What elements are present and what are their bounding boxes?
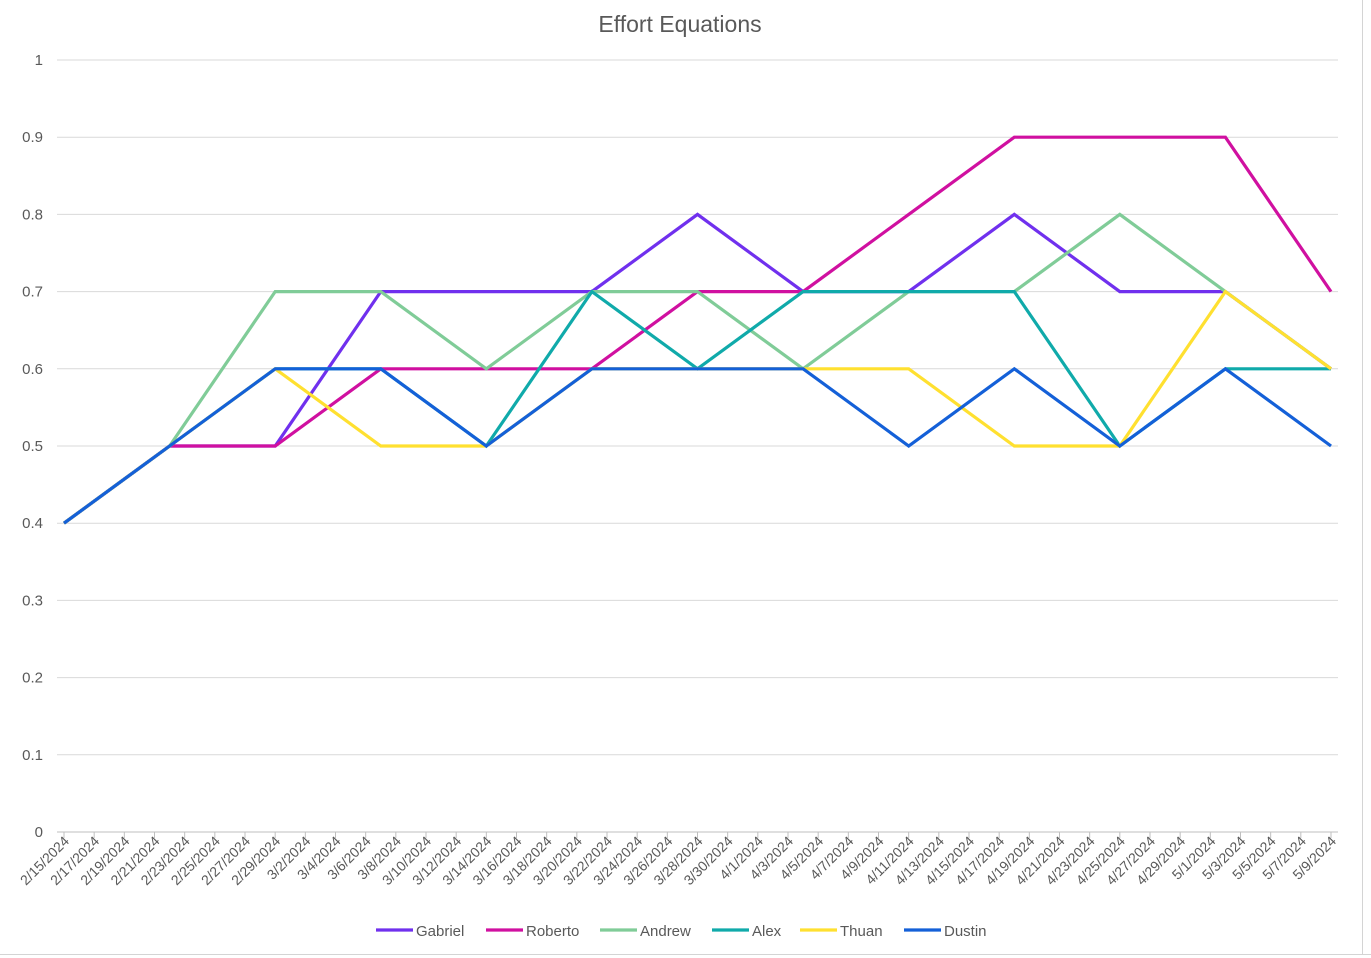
legend-label: Gabriel: [416, 923, 464, 940]
legend-label: Dustin: [944, 923, 987, 940]
y-tick-label: 0.3: [22, 592, 43, 609]
y-tick-label: 0.5: [22, 438, 43, 455]
legend-item-andrew: Andrew: [600, 923, 691, 940]
legend-label: Alex: [752, 923, 782, 940]
y-tick-label: 0.1: [22, 747, 43, 764]
y-axis: 0 0.1 0.2 0.3 0.4 0.5 0.6 0.7 0.8 0.9 1: [22, 52, 43, 841]
y-tick-label: 0.6: [22, 361, 43, 378]
sheet-bottom-edge: [0, 954, 1371, 958]
series-line-roberto: [63, 135, 1333, 525]
plot-area: [63, 135, 1333, 525]
y-tick-label: 0.8: [22, 206, 43, 223]
legend-item-dustin: Dustin: [904, 923, 987, 940]
series-line-dustin: [63, 366, 1332, 525]
y-tick-label: 0.9: [22, 129, 43, 146]
legend-label: Roberto: [526, 923, 579, 940]
y-tick-label: 0.7: [22, 284, 43, 301]
y-tick-label: 1: [35, 52, 43, 69]
legend-label: Thuan: [840, 923, 883, 940]
series-line-thuan: [63, 289, 1332, 525]
series-line-andrew: [63, 212, 1332, 525]
chart-title: Effort Equations: [598, 11, 761, 37]
legend-item-thuan: Thuan: [800, 923, 883, 940]
legend: Gabriel Roberto Andrew Alex Thuan Dustin: [376, 923, 987, 940]
legend-item-gabriel: Gabriel: [376, 923, 464, 940]
sheet-edge: [1362, 0, 1371, 958]
legend-label: Andrew: [640, 923, 691, 940]
x-axis: 2/15/20242/17/20242/19/20242/21/20242/23…: [17, 831, 1339, 888]
y-tick-label: 0.4: [22, 515, 43, 532]
legend-item-alex: Alex: [712, 923, 782, 940]
legend-item-roberto: Roberto: [486, 923, 579, 940]
y-tick-label: 0.2: [22, 670, 43, 687]
series-line-alex: [63, 289, 1331, 525]
y-tick-label: 0: [35, 824, 43, 841]
